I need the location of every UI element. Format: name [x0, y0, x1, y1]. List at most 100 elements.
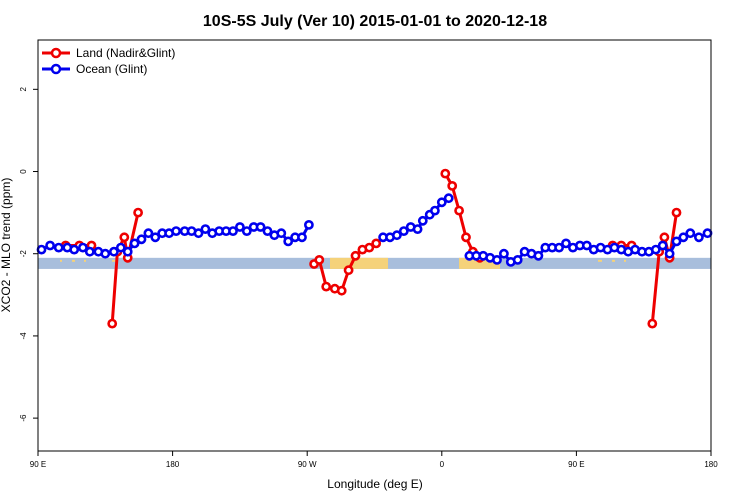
data-point [702, 228, 713, 239]
x-tick-label: 90 E [30, 460, 46, 469]
data-point [512, 254, 523, 265]
data-point [554, 242, 564, 253]
data-point [650, 244, 661, 255]
data-point [255, 222, 266, 232]
legend-land-marker [50, 47, 62, 59]
data-point [447, 180, 458, 191]
data-point [398, 226, 409, 236]
x-tick-label: 90 E [568, 460, 584, 469]
data-point [228, 226, 238, 236]
data-point [109, 246, 119, 257]
y-tick-label: -6 [19, 414, 28, 422]
data-point [350, 250, 361, 261]
legend-ocean-label: Ocean (Glint) [76, 62, 147, 76]
data-point [36, 244, 47, 255]
y-tick-label: -4 [19, 332, 28, 340]
legend: Land (Nadir&Glint) Ocean (Glint) [42, 46, 175, 76]
x-tick-label: 0 [440, 460, 445, 469]
x-tick-label: 180 [704, 460, 718, 469]
x-axis: 90 E 180 90 W 0 90 E 180 [30, 451, 718, 469]
data-point [283, 236, 294, 247]
x-tick-label: 90 W [298, 460, 317, 469]
data-point [171, 226, 181, 236]
data-point [136, 234, 147, 245]
island [84, 259, 86, 262]
data-point [107, 318, 118, 329]
data-point [133, 207, 143, 218]
data-point [671, 236, 682, 247]
data-point [371, 238, 382, 249]
data-point [78, 242, 88, 253]
legend-land-label: Land (Nadir&Glint) [76, 46, 175, 60]
land-mass [459, 257, 500, 269]
data-point [498, 248, 509, 259]
data-point [694, 232, 704, 243]
data-point [45, 240, 55, 251]
land-mass [330, 257, 388, 269]
chart-title: 10S-5S July (Ver 10) 2015-01-01 to 2020-… [203, 13, 547, 30]
data-point [391, 230, 402, 241]
data-point [561, 238, 571, 249]
data-point [436, 197, 447, 208]
data-point [234, 222, 245, 232]
data-point [303, 219, 314, 230]
data-point [364, 242, 375, 253]
island [112, 259, 116, 262]
data-point [314, 254, 325, 265]
data-point [581, 240, 592, 251]
x-axis-label: Longitude (deg E) [327, 477, 422, 491]
data-point [241, 226, 252, 236]
data-point [492, 254, 502, 265]
data-point [53, 242, 64, 253]
data-point [440, 168, 451, 179]
series-layer [36, 168, 713, 329]
data-point [100, 248, 111, 259]
data-point [343, 265, 354, 276]
data-point [443, 193, 454, 204]
data-point [647, 318, 658, 329]
series-ocean [36, 193, 713, 267]
data-point [276, 228, 287, 239]
data-point [122, 246, 133, 257]
island [72, 259, 75, 262]
data-point [461, 232, 471, 243]
data-point [143, 228, 154, 239]
legend-ocean-marker [50, 63, 62, 75]
data-point [671, 207, 682, 218]
data-point [150, 232, 161, 243]
data-point [129, 238, 140, 249]
y-axis: 2 0 -2 -4 -6 [19, 87, 38, 422]
y-tick-label: 0 [19, 169, 28, 174]
data-point [664, 248, 675, 259]
data-point [69, 244, 80, 255]
x-tick-label: 180 [166, 460, 180, 469]
island [624, 259, 626, 262]
data-point [417, 215, 428, 226]
data-point [262, 226, 273, 236]
data-point [454, 205, 464, 216]
data-point [533, 250, 544, 261]
data-point [685, 228, 696, 239]
data-point [115, 242, 126, 253]
y-tick-label: 2 [19, 87, 28, 92]
y-axis-label: XCO2 - MLO trend (ppm) [0, 178, 13, 313]
island [598, 259, 602, 262]
data-point [336, 285, 347, 296]
data-point [429, 205, 440, 216]
data-point [657, 240, 668, 251]
data-point [412, 224, 423, 234]
y-tick-label: -2 [19, 250, 28, 258]
island [60, 259, 62, 262]
data-point [119, 232, 130, 243]
island [612, 259, 615, 262]
plot-frame [37, 39, 712, 452]
map-strip [38, 257, 711, 269]
data-point [84, 246, 95, 257]
data-point [678, 232, 689, 243]
data-point [659, 232, 670, 243]
data-point [321, 281, 332, 292]
data-point [200, 224, 211, 234]
data-point [297, 232, 307, 243]
data-point [193, 228, 204, 239]
